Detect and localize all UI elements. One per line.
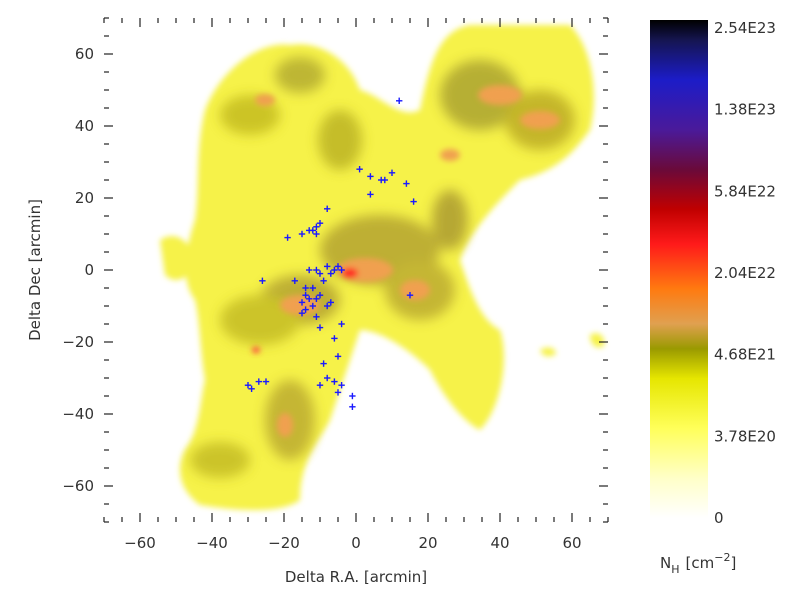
colorbar-tick-label: 1.38E23: [714, 101, 776, 119]
source-marker: [316, 292, 324, 299]
source-marker: [388, 169, 396, 176]
colorbar-label-exp: −2: [714, 551, 730, 564]
source-marker: [316, 382, 324, 389]
source-marker: [298, 310, 306, 317]
source-marker: [324, 205, 331, 212]
colorbar-tick-label: 5.84E22: [714, 182, 776, 200]
y-axis-label: Delta Dec [arcmin]: [26, 199, 44, 341]
source-marker: [306, 266, 313, 274]
colorbar-label-unit: [cm: [686, 554, 715, 572]
y-tick-label: 40: [75, 117, 94, 135]
source-marker: [327, 299, 334, 306]
source-marker: [313, 313, 320, 320]
colorbar-tick-label: 0: [714, 509, 724, 527]
source-marker: [324, 302, 331, 310]
source-marker: [367, 173, 374, 180]
y-tick-label: 60: [75, 45, 94, 63]
source-marker: [309, 302, 316, 310]
source-marker: [396, 97, 403, 104]
x-tick-label: 40: [490, 534, 509, 552]
x-tick-label: 20: [418, 534, 437, 552]
source-marker: [248, 385, 255, 392]
source-marker: [313, 295, 320, 302]
x-tick-label: −40: [196, 534, 228, 552]
colorbar-label: NH [cm−2]: [660, 551, 736, 576]
colorbar: [650, 20, 708, 518]
source-marker: [356, 166, 363, 173]
source-marker: [259, 277, 266, 284]
y-tick-label: 0: [84, 261, 94, 279]
y-tick-label: −40: [62, 405, 94, 423]
x-tick-label: 0: [351, 534, 361, 552]
source-marker: [316, 220, 324, 227]
source-marker: [338, 266, 345, 274]
colorbar-tick-label: 3.78E20: [714, 427, 776, 445]
source-marker: [306, 227, 313, 234]
colorbar-label-sub: H: [671, 563, 679, 576]
colorbar-tick-label: 2.04E22: [714, 264, 776, 282]
source-markers: [244, 97, 417, 410]
colorbar-tick-label: 4.68E21: [714, 346, 776, 364]
source-marker: [302, 306, 309, 313]
x-tick-label: −60: [124, 534, 156, 552]
colorbar-ticks: 2.54E23 1.38E23 5.84E22 2.04E22 4.68E21 3.78E…: [714, 19, 776, 527]
source-marker: [244, 382, 252, 389]
source-marker: [313, 223, 320, 230]
source-marker: [262, 378, 270, 385]
source-marker: [309, 284, 316, 292]
source-marker: [410, 198, 417, 205]
source-marker: [298, 299, 306, 306]
source-marker: [331, 266, 338, 274]
source-marker: [320, 277, 327, 284]
source-marker: [313, 230, 320, 238]
source-marker: [284, 234, 291, 241]
x-axis-label: Delta R.A. [arcmin]: [285, 568, 427, 586]
source-marker: [367, 191, 374, 198]
source-marker: [316, 270, 324, 277]
column-density-map: [160, 25, 605, 510]
source-marker: [324, 263, 331, 270]
source-marker: [334, 353, 342, 360]
y-tick-label: 20: [75, 189, 94, 207]
y-tick-label: −20: [62, 333, 94, 351]
source-marker: [338, 382, 345, 389]
source-marker: [324, 374, 331, 382]
y-tick-label: −60: [62, 477, 94, 495]
source-marker: [306, 295, 313, 302]
source-marker: [381, 176, 388, 184]
source-marker: [327, 270, 334, 277]
source-marker: [313, 266, 320, 274]
source-marker: [302, 292, 309, 299]
source-marker: [291, 277, 298, 284]
source-marker: [302, 284, 309, 292]
colorbar-label-close: ]: [730, 554, 736, 572]
source-marker: [331, 335, 338, 342]
source-marker: [334, 389, 342, 396]
source-marker: [334, 263, 342, 270]
source-marker: [338, 320, 345, 328]
source-marker: [406, 292, 414, 299]
source-marker: [349, 392, 356, 400]
x-tick-label: −20: [268, 534, 300, 552]
source-marker: [403, 180, 410, 187]
colorbar-tick-label: 2.54E23: [714, 19, 776, 37]
source-marker: [255, 378, 262, 385]
source-marker: [331, 378, 338, 385]
source-marker: [298, 230, 306, 238]
source-marker: [316, 324, 324, 331]
source-marker: [349, 403, 356, 410]
source-marker: [320, 360, 327, 367]
x-tick-label: 60: [562, 534, 581, 552]
axes: −60 −40 −20 0 20 40 60 −60 −40 −20 0 20 40 60: [62, 17, 609, 552]
colorbar-label-main: N: [660, 554, 671, 572]
